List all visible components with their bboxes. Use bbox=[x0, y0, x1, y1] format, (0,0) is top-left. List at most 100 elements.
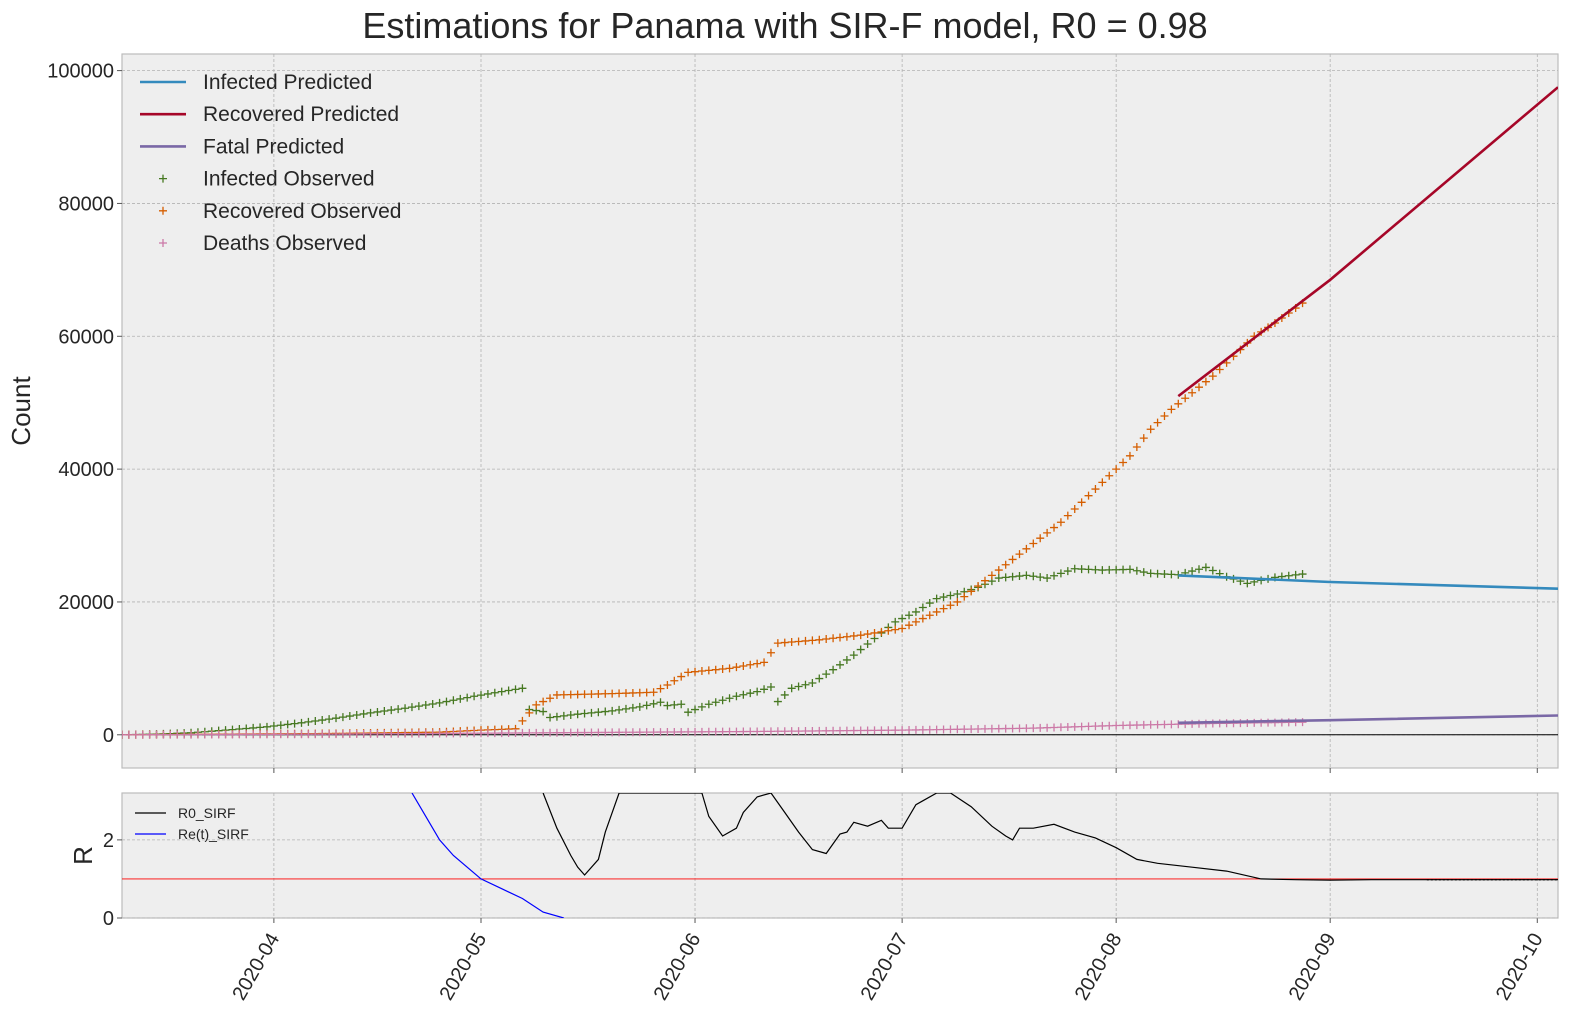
legend-item: Fatal Predicted bbox=[140, 135, 344, 158]
data-point-recovered bbox=[615, 689, 624, 698]
data-point-deaths bbox=[601, 728, 610, 737]
data-point-recovered bbox=[946, 601, 955, 610]
data-point-recovered bbox=[1063, 511, 1072, 520]
data-point-deaths bbox=[608, 728, 617, 737]
y-axis-label-count: Count bbox=[6, 376, 36, 446]
data-point-infected bbox=[580, 709, 589, 718]
data-point-deaths bbox=[994, 724, 1003, 733]
data-point-deaths bbox=[228, 730, 237, 739]
data-point-recovered bbox=[842, 632, 851, 641]
data-point-infected bbox=[539, 707, 548, 716]
data-point-recovered bbox=[1098, 478, 1107, 487]
legend-label: Recovered Predicted bbox=[203, 103, 399, 126]
data-point-recovered bbox=[994, 566, 1003, 575]
data-point-infected bbox=[1098, 566, 1107, 575]
data-point-deaths bbox=[463, 729, 472, 738]
data-point-deaths bbox=[159, 730, 168, 739]
data-point-infected bbox=[628, 703, 637, 712]
data-point-deaths bbox=[987, 724, 996, 733]
data-point-deaths bbox=[221, 730, 230, 739]
data-point-infected bbox=[677, 700, 686, 709]
data-point-recovered bbox=[566, 690, 575, 699]
data-point-recovered bbox=[953, 597, 962, 606]
data-point-infected bbox=[566, 711, 575, 720]
data-point-deaths bbox=[187, 730, 196, 739]
data-point-infected bbox=[504, 686, 513, 695]
legend-marker-swatch bbox=[159, 174, 167, 183]
data-point-infected bbox=[1119, 565, 1128, 574]
data-point-deaths bbox=[1112, 721, 1121, 730]
data-point-infected bbox=[262, 722, 271, 731]
data-point-deaths bbox=[256, 730, 265, 739]
data-point-deaths bbox=[898, 726, 907, 735]
data-point-recovered bbox=[684, 668, 693, 677]
data-point-recovered bbox=[628, 688, 637, 697]
data-point-deaths bbox=[131, 730, 140, 739]
data-point-infected bbox=[1188, 567, 1197, 576]
data-point-deaths bbox=[373, 729, 382, 738]
data-point-deaths bbox=[594, 728, 603, 737]
data-point-recovered bbox=[815, 635, 824, 644]
data-point-deaths bbox=[1119, 721, 1128, 730]
data-point-recovered bbox=[642, 688, 651, 697]
data-point-deaths bbox=[1036, 723, 1045, 732]
data-point-deaths bbox=[518, 728, 527, 737]
data-point-deaths bbox=[345, 730, 354, 739]
data-point-infected bbox=[670, 700, 679, 709]
data-point-deaths bbox=[380, 729, 389, 738]
data-point-infected bbox=[463, 693, 472, 702]
data-point-infected bbox=[780, 690, 789, 699]
data-point-deaths bbox=[242, 730, 251, 739]
data-point-infected bbox=[856, 645, 865, 654]
legend-item: Infected Observed bbox=[159, 168, 375, 191]
data-point-infected bbox=[380, 707, 389, 716]
data-point-infected bbox=[1153, 569, 1162, 578]
data-point-infected bbox=[573, 710, 582, 719]
data-point-infected bbox=[276, 721, 285, 730]
data-point-recovered bbox=[960, 592, 969, 601]
data-point-deaths bbox=[449, 729, 458, 738]
data-point-deaths bbox=[297, 730, 306, 739]
data-point-infected bbox=[815, 674, 824, 683]
legend-label: Fatal Predicted bbox=[203, 135, 344, 158]
data-point-infected bbox=[905, 611, 914, 620]
data-point-recovered bbox=[766, 648, 775, 657]
data-point-deaths bbox=[283, 730, 292, 739]
data-point-infected bbox=[311, 716, 320, 725]
data-point-deaths bbox=[1146, 720, 1155, 729]
data-point-infected bbox=[863, 640, 872, 649]
data-point-deaths bbox=[442, 729, 451, 738]
data-point-deaths bbox=[1070, 722, 1079, 731]
data-point-infected bbox=[766, 682, 775, 691]
data-point-infected bbox=[1001, 573, 1010, 582]
data-point-infected bbox=[1208, 566, 1217, 575]
data-point-deaths bbox=[946, 725, 955, 734]
legend-item: Re(t)_SIRF bbox=[135, 826, 249, 842]
data-point-recovered bbox=[1167, 405, 1176, 414]
data-point-infected bbox=[1243, 579, 1252, 588]
data-point-deaths bbox=[766, 727, 775, 736]
data-point-deaths bbox=[656, 728, 665, 737]
data-point-deaths bbox=[477, 729, 485, 738]
main-legend: Infected Predicted Recovered Predicted Fat… bbox=[140, 71, 401, 255]
data-point-recovered bbox=[697, 667, 706, 676]
data-point-recovered bbox=[608, 689, 617, 698]
data-point-deaths bbox=[1001, 724, 1010, 733]
data-point-deaths bbox=[546, 728, 555, 737]
data-point-recovered bbox=[1070, 504, 1079, 513]
data-point-deaths bbox=[269, 730, 278, 739]
data-point-recovered bbox=[691, 667, 700, 676]
data-point-deaths bbox=[532, 728, 541, 737]
y-tick-label: 40000 bbox=[58, 459, 114, 481]
data-point-infected bbox=[1167, 570, 1176, 579]
y-tick-label: 20000 bbox=[58, 592, 114, 614]
data-point-recovered bbox=[552, 690, 561, 699]
data-point-deaths bbox=[325, 730, 334, 739]
data-point-recovered bbox=[1105, 471, 1114, 480]
data-point-deaths bbox=[801, 727, 810, 736]
series-fatal-predicted-line bbox=[1178, 714, 1558, 725]
data-point-deaths bbox=[352, 729, 361, 738]
data-point-infected bbox=[898, 614, 907, 623]
data-point-recovered bbox=[1050, 523, 1059, 532]
